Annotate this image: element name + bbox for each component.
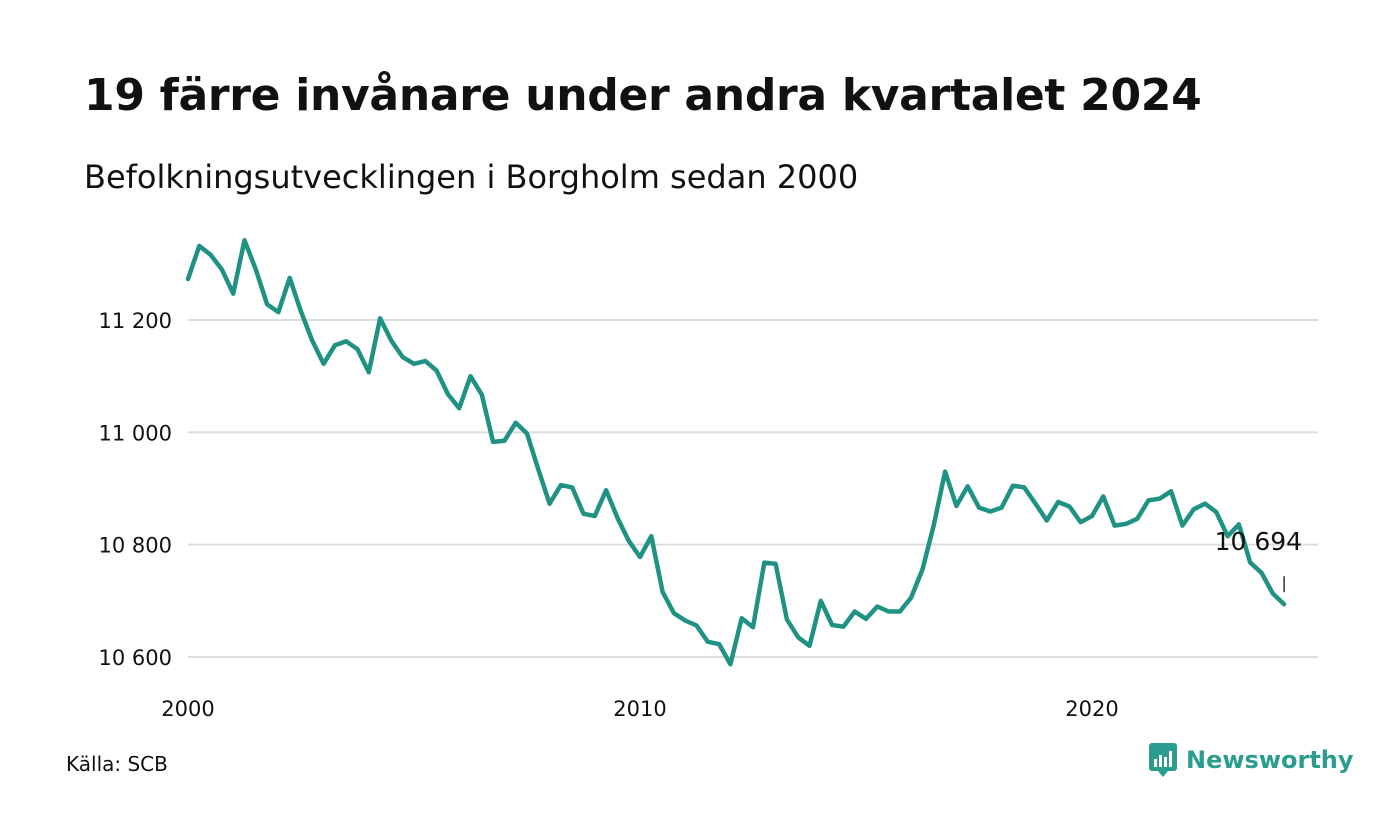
y-axis-tick-labels: 10 600 10 800 11 000 11 200 [99,309,172,670]
y-tick-label: 11 000 [99,421,172,445]
newsworthy-logo-icon [1149,743,1177,777]
chart-title: 19 färre invånare under andra kvartalet … [84,70,1202,121]
y-tick-label: 10 800 [99,534,172,558]
newsworthy-logo: Newsworthy [1148,742,1354,778]
x-tick-label: 2020 [1065,697,1118,721]
x-tick-label: 2010 [613,697,666,721]
annotation-layer: 10 694 [1215,527,1302,593]
gridlines [188,319,1318,658]
series-layer [185,237,1287,667]
brand-name: Newsworthy [1186,746,1354,774]
annotation-label: 10 694 [1215,527,1302,556]
x-tick-label: 2000 [161,697,214,721]
y-tick-label: 10 600 [99,646,172,670]
y-tick-label: 11 200 [99,309,172,333]
source-note: Källa: SCB [66,752,168,776]
x-axis-tick-labels: 2000 2010 2020 [161,697,1118,721]
series-line [185,237,1287,667]
chart-subtitle: Befolkningsutvecklingen i Borgholm sedan… [84,158,859,196]
